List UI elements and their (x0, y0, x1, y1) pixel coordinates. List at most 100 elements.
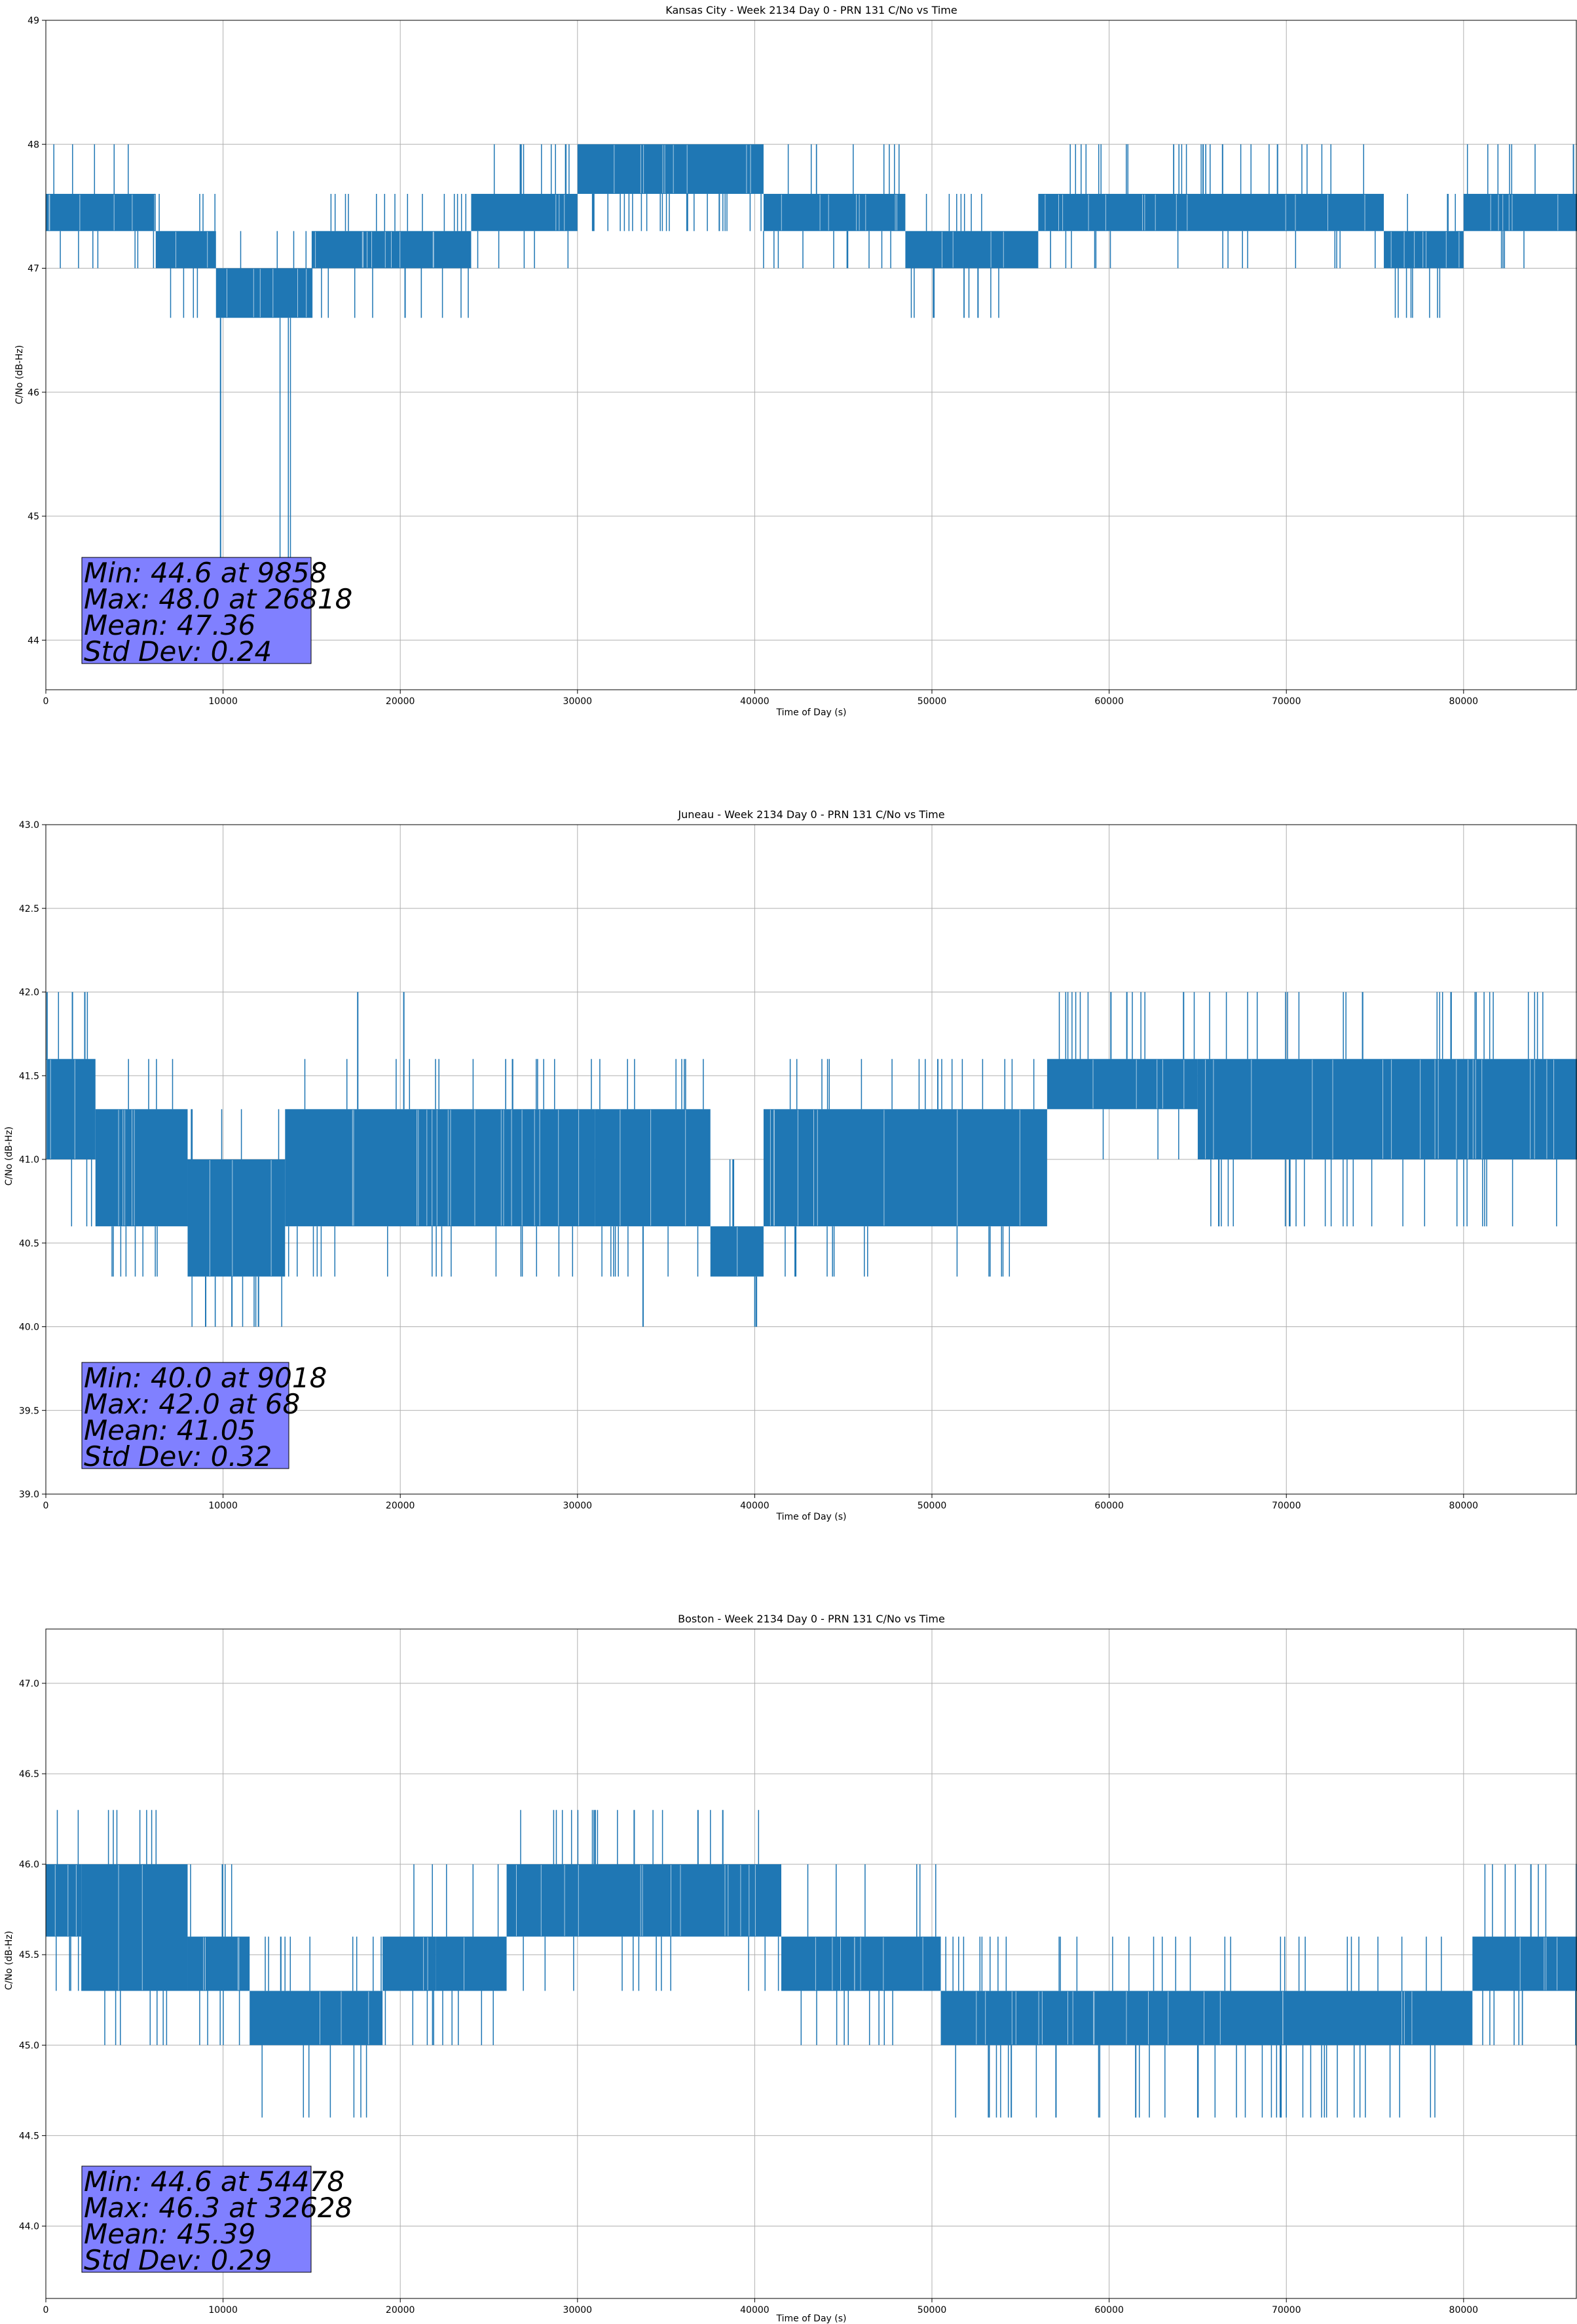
series-gaps (315, 231, 434, 268)
y-tick-label: 41.5 (19, 1071, 39, 1081)
series-gaps (1205, 1059, 1554, 1159)
series-gaps (941, 231, 1004, 268)
stat-min: Min: 44.6 at 9858 (84, 557, 327, 589)
chart-title: Juneau - Week 2134 Day 0 - PRN 131 C/No … (677, 808, 944, 821)
series-band (1384, 231, 1464, 269)
y-tick-label: 44.5 (19, 2131, 39, 2141)
series-band (506, 1864, 781, 1937)
series-gaps (1390, 231, 1460, 268)
series-gaps (1045, 194, 1365, 231)
series-gaps (516, 1865, 756, 1936)
series-band (905, 231, 1039, 269)
series-gaps (815, 1937, 923, 1991)
x-tick-label: 10000 (208, 696, 238, 707)
series-gaps (176, 231, 208, 268)
series-gaps (620, 1110, 686, 1226)
series-band (46, 1864, 82, 1937)
series-excursions (111, 1059, 174, 1277)
chart-title: Kansas City - Week 2134 Day 0 - PRN 131 … (665, 4, 957, 16)
stat-max: Max: 42.0 at 68 (84, 1388, 300, 1420)
stat-std-dev: Std Dev: 0.29 (84, 2244, 272, 2276)
series-band (285, 1109, 595, 1227)
series-gaps (614, 145, 751, 193)
series-excursions (729, 1159, 756, 1327)
series-gaps (320, 1991, 369, 2045)
plot-frame (45, 1628, 1577, 2299)
x-tick-label: 0 (43, 2305, 49, 2315)
x-tick-label: 20000 (386, 696, 415, 707)
series-band (81, 1864, 188, 1991)
stat-min: Min: 40.0 at 9018 (84, 1362, 327, 1394)
x-tick-label: 30000 (563, 696, 593, 707)
x-tick-label: 80000 (1449, 696, 1479, 707)
y-tick-label: 41.0 (19, 1155, 39, 1165)
series-excursions (1050, 144, 1376, 269)
series-band (1047, 1059, 1198, 1110)
y-tick-label: 42.0 (19, 988, 39, 998)
series-excursions (910, 194, 999, 318)
x-tick-label: 70000 (1272, 696, 1301, 707)
chart-title: Boston - Week 2134 Day 0 - PRN 131 C/No … (678, 1613, 945, 1625)
y-tick-label: 47.0 (19, 1679, 39, 1689)
series-gaps (1490, 194, 1559, 231)
y-tick-label: 43.0 (19, 820, 39, 831)
chart-boston: Boston - Week 2134 Day 0 - PRN 131 C/No … (4, 1613, 1577, 2324)
x-axis-label: Time of Day (s) (776, 2314, 847, 2324)
series-band (250, 1991, 383, 2046)
series-excursions (785, 1059, 1035, 1277)
series-excursions (56, 1810, 79, 1991)
series-band (187, 1159, 286, 1277)
y-tick-label: 44 (28, 635, 39, 646)
series-band (215, 268, 312, 318)
x-tick-label: 0 (43, 1501, 49, 1511)
y-tick-label: 39.5 (19, 1406, 39, 1416)
x-tick-label: 60000 (1094, 1501, 1124, 1511)
series-excursions (288, 1059, 592, 1277)
series-band (155, 231, 216, 269)
series-gaps (352, 1110, 580, 1226)
series-gaps (770, 1110, 1020, 1226)
series-band (1038, 193, 1384, 231)
chart-juneau: Juneau - Week 2134 Day 0 - PRN 131 C/No … (4, 808, 1577, 1522)
series-excursions (1482, 1864, 1577, 2046)
series-cno (46, 992, 1577, 1327)
series-excursions (190, 1864, 240, 2046)
series-excursions (1394, 194, 1456, 318)
x-tick-label: 0 (43, 696, 49, 707)
x-axis-label: Time of Day (s) (776, 1512, 847, 1522)
y-tick-label: 45.5 (19, 1950, 39, 1960)
y-tick-label: 45.0 (19, 2040, 39, 2051)
series-gaps (118, 1865, 143, 1991)
x-tick-label: 60000 (1094, 2305, 1124, 2315)
series-band (763, 1109, 1047, 1227)
series-gaps (423, 1937, 428, 1991)
x-tick-label: 20000 (386, 2305, 415, 2315)
series-band (577, 144, 764, 194)
series-gaps (46, 1059, 75, 1159)
stat-mean: Mean: 47.36 (84, 609, 255, 641)
series-excursions (1466, 144, 1536, 269)
series-excursions (158, 194, 215, 318)
series-excursions (240, 231, 307, 566)
x-tick-label: 20000 (386, 1501, 415, 1511)
series-band (781, 1936, 941, 1991)
series-gaps (203, 1937, 240, 1991)
series-cno (46, 1810, 1577, 2118)
series-gaps (54, 1865, 77, 1936)
stat-max: Max: 46.3 at 32628 (84, 2192, 352, 2224)
y-axis-label: C/No (dB-Hz) (14, 345, 25, 404)
stat-min: Min: 44.6 at 54478 (84, 2165, 344, 2198)
y-tick-label: 46.5 (19, 1769, 39, 1780)
stats-box: Min: 44.6 at 54478 Max: 46.3 at 32628 Me… (81, 2165, 352, 2276)
x-tick-label: 70000 (1272, 1501, 1301, 1511)
stats-box-background (81, 1362, 289, 1469)
series-excursions (53, 144, 155, 269)
y-tick-label: 40.5 (19, 1239, 39, 1249)
series-gaps (48, 194, 155, 231)
y-tick-label: 45 (28, 512, 39, 522)
series-band (940, 1991, 1473, 2046)
series-excursions (599, 1059, 704, 1277)
axis-ticks: 0 10000 20000 30000 40000 50000 60000 70000 8000… (19, 820, 1478, 1511)
x-tick-label: 30000 (563, 1501, 593, 1511)
stat-max: Max: 48.0 at 26818 (84, 583, 352, 615)
